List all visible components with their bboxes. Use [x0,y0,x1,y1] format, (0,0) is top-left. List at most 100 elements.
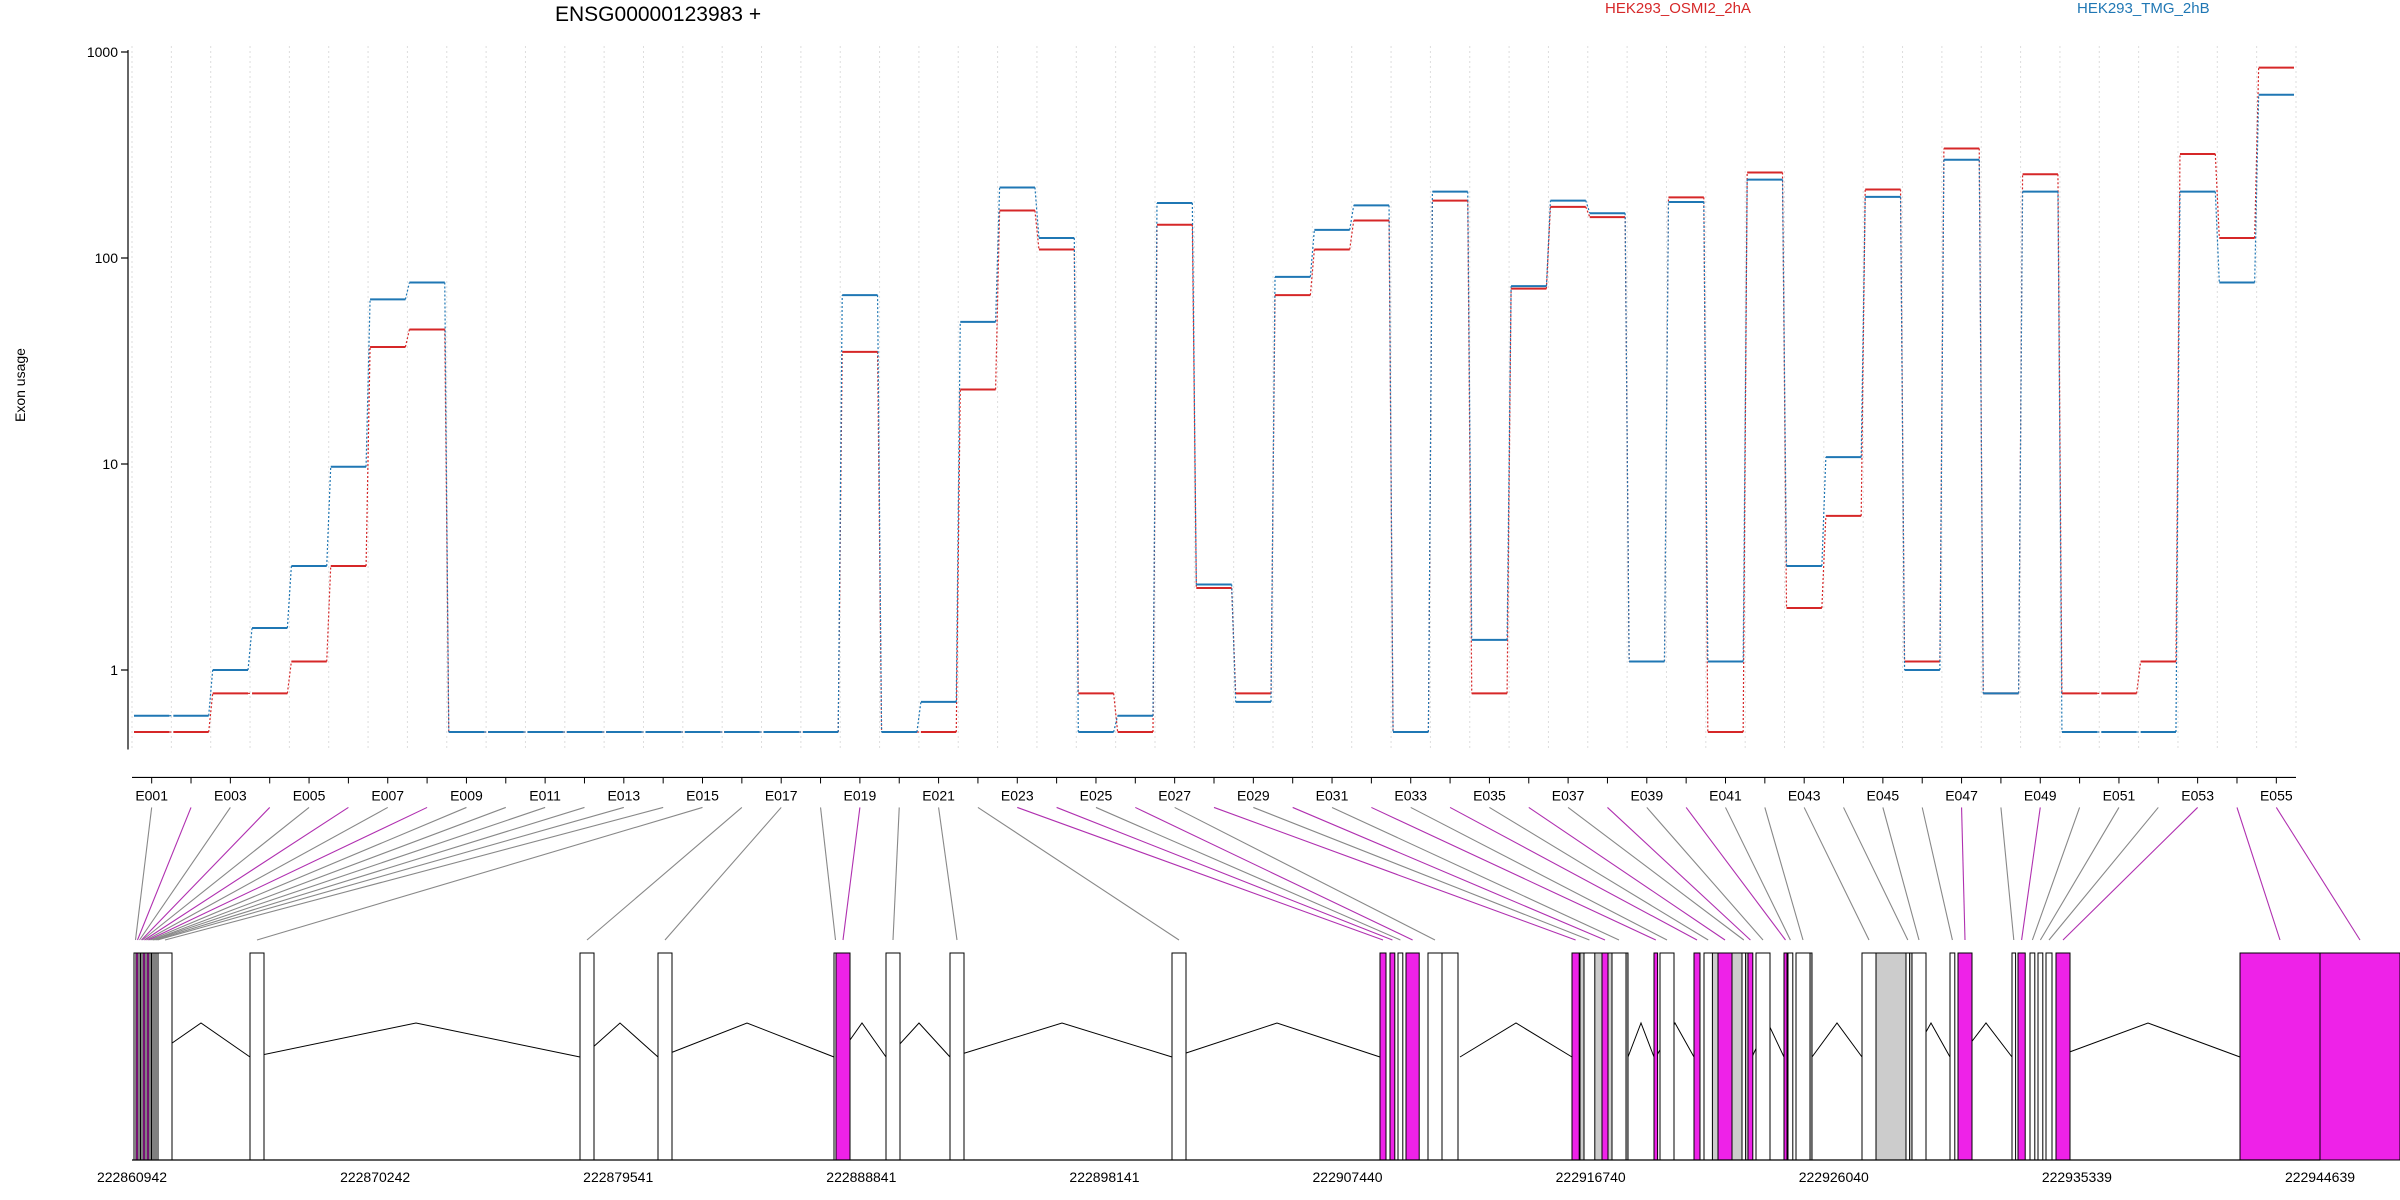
genome-tick-label: 222860942 [97,1169,167,1185]
exon-link [142,807,310,941]
connector-1 [365,346,371,566]
exon-E021 [949,952,965,1161]
connector-2 [1860,196,1866,458]
exon-link [2236,807,2281,941]
x-tick-label: E007 [371,787,404,803]
intron [659,1022,835,1058]
x-tick-label: E043 [1788,787,1821,803]
intron [1811,1022,1863,1058]
exon-E050 [2029,952,2036,1161]
x-tick-label: E027 [1158,787,1191,803]
x-tick-label: E053 [2181,787,2214,803]
connector-2 [916,701,922,733]
exon-link [1292,806,1606,941]
exon-link [152,806,506,941]
x-tick-label: E001 [135,787,168,803]
exon-E030 [1601,952,1609,1161]
y-tick-label: 1 [110,662,118,678]
exon-E016 [579,952,595,1161]
connector-1 [1113,693,1119,733]
x-tick-label: E021 [922,787,955,803]
exon-E052 [2045,952,2053,1161]
exon-link [1056,806,1393,941]
exon-E044 [1905,952,1911,1161]
exon-link [1371,806,1657,941]
exon-link [157,806,624,941]
exon-E036 [1717,952,1733,1161]
exon-E032 [1653,952,1659,1161]
exon-E033 [1659,952,1675,1161]
exon-E046 [1949,952,1956,1161]
x-tick-label: E033 [1394,787,1427,803]
exon-E029 [1583,952,1596,1161]
x-tick-label: E029 [1237,787,1270,803]
connector-2 [1270,276,1276,702]
y-tick-label: 100 [95,250,119,266]
exon-link [1607,807,1751,941]
connector-2 [1349,205,1355,230]
x-tick-label: E015 [686,787,719,803]
exon-E054 [2239,952,2321,1161]
genome-tick-label: 222907440 [1313,1169,1383,1185]
connector-1 [2254,67,2260,239]
x-tick-label: E025 [1080,787,1113,803]
connector-1 [1349,220,1355,250]
exon-link [1017,806,1384,941]
connector-1 [286,661,292,694]
exon-link [153,806,546,941]
connector-2 [955,321,961,702]
exon-E031 [1611,952,1627,1161]
connector-1 [2136,661,2142,694]
x-tick-label: E031 [1316,787,1349,803]
x-tick-label: E041 [1709,787,1742,803]
connector-2 [1152,202,1158,716]
exon-E023 [1379,952,1387,1161]
exon-link [842,807,861,941]
exon-E042 [1795,952,1811,1161]
x-tick-label: E035 [1473,787,1506,803]
exon-E047 [1957,952,1973,1161]
exon-link [1646,807,1764,941]
intron [1459,1022,1573,1058]
connector-2 [1034,187,1040,239]
exon-link [664,807,782,941]
exon-E026 [1405,952,1420,1161]
exon-link [819,807,837,941]
exon-E035 [1703,952,1713,1161]
connector-1 [2057,174,2063,694]
exon-link [2039,807,2120,941]
exon-link [1331,806,1620,941]
connector-2 [1978,159,1984,694]
connector-1 [1191,224,1197,589]
x-tick-label: E017 [765,787,798,803]
legend-series-2: HEK293_TMG_2hB [2077,0,2210,17]
exon-E020 [885,952,901,1161]
exon-E034 [1693,952,1701,1161]
connector-2 [1113,715,1119,733]
legend-series-1: HEK293_OSMI2_2hA [1605,0,1751,17]
x-tick-label: E055 [2260,787,2293,803]
exon-E039 [1755,952,1771,1161]
connector-2 [247,627,253,671]
exon-E037 [1741,952,1747,1161]
connector-2 [326,466,332,566]
exon-link [1095,806,1401,941]
intron [581,1022,659,1058]
intron [1173,1022,1381,1058]
exon-E015 [249,952,265,1161]
exon-link [1449,806,1698,941]
exon-link [1803,807,1870,941]
connector-1 [208,693,214,733]
exon-E017 [657,952,673,1161]
connector-2 [2214,191,2220,283]
exon-link [256,806,703,941]
connector-2 [876,295,883,733]
exon-E028 [1571,952,1580,1161]
y-axis-label: Exon usage [12,348,28,422]
genome-tick-label: 222879541 [583,1169,653,1185]
exon-link [1489,806,1709,941]
x-tick-label: E045 [1867,787,1900,803]
exon-link [1724,807,1791,941]
connector-1 [1821,515,1827,609]
connector-2 [404,282,411,300]
